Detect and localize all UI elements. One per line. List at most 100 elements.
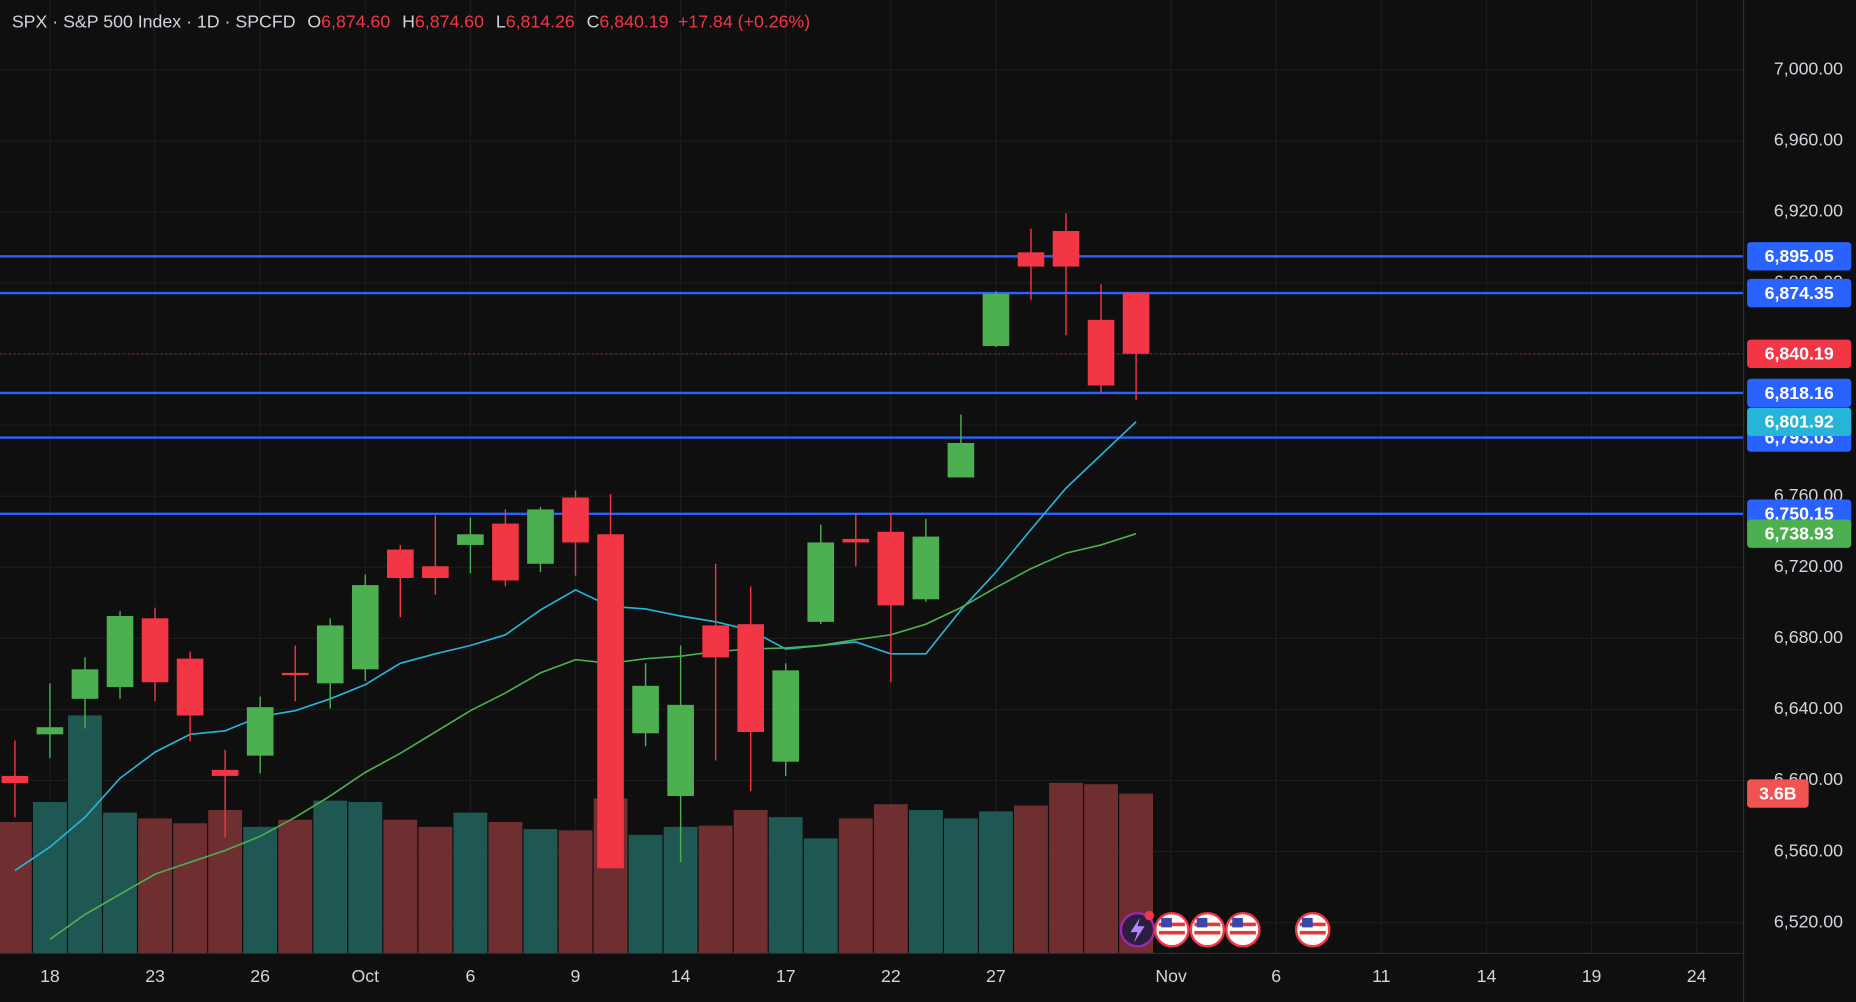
volume-tag-box [1747,779,1809,808]
volume-bar [103,812,137,954]
candle-body [1017,252,1045,267]
volume-bar [278,819,313,954]
hline-price-tag: 6,750.15 [1765,504,1834,524]
flag-canton [1232,917,1243,928]
y-tick-label: 7,000.00 [1774,59,1843,79]
candle-body [387,549,414,578]
volume-bar [1049,782,1083,954]
volume-bar [0,821,32,954]
hline-price-tag-box [1747,242,1852,271]
y-tick-label: 6,520.00 [1774,911,1843,931]
y-tick-label: 6,680.00 [1774,627,1843,647]
volume-tag: 3.6B [1759,783,1797,803]
volume-bar [979,811,1013,954]
candle-body [176,658,204,716]
volume-bar [68,715,102,954]
candle-body [877,531,905,606]
candle-body [737,624,765,733]
volume-bar [1084,784,1118,954]
ohlc-value: 6,840.19 [599,11,668,31]
x-tick-label: Oct [351,966,379,986]
candle-body [947,442,975,478]
candle-body [632,685,659,734]
x-tick-label: 24 [1687,966,1707,986]
volume-bar [803,838,838,954]
candle-body [1,775,29,784]
x-tick-label: 17 [776,966,796,986]
flag-stripe [1158,930,1185,935]
candle-body [1052,231,1080,267]
moving-average-line [14,421,1137,872]
flag-canton [1196,917,1208,928]
candle-body [702,625,729,658]
y-tick-label: 6,720.00 [1774,556,1843,576]
ohlc-value: 6,874.60 [321,11,390,31]
candle-body [1122,292,1150,354]
candle-body [316,625,344,684]
x-tick-label: 22 [881,966,901,986]
x-tick-label: 6 [1271,966,1281,986]
volume-bar [313,800,348,954]
candle-body [457,534,484,545]
candles [1,213,1150,869]
volume-bar [418,826,453,954]
candle-body [71,669,99,699]
volume-bar [33,801,67,954]
volume-bar [733,809,768,954]
candle-body [211,769,239,776]
candle-body [492,523,519,581]
ohlc-key: H [402,11,415,31]
candle-body [562,497,589,543]
flag-canton [1302,917,1313,928]
x-tick-label: 6 [465,966,475,986]
event-icons [1119,910,1331,948]
x-tick-label: 27 [986,966,1006,986]
candle-body [36,727,64,735]
x-tick-label: 11 [1372,966,1390,986]
y-tick-label: 6,960.00 [1774,130,1843,150]
candle-body [912,536,940,600]
x-tick-label: 26 [250,966,270,986]
volume-bar [523,829,558,954]
hline-price-tag-box [1747,378,1852,408]
x-tick-label: 9 [571,966,581,986]
volume-bar [838,818,873,954]
ohlc-key: O [307,11,321,31]
candle-body [982,293,1010,346]
hline-price-tag: 6,874.35 [1765,283,1834,303]
price-tags: 6,895.056,874.356,818.166,793.036,750.15… [1747,242,1852,808]
volume-bar [173,823,208,954]
candle-body [106,616,134,688]
ma-price-tag: 6,801.92 [1765,412,1834,432]
event-dot [1144,910,1155,921]
y-tick-label: 6,640.00 [1774,698,1843,718]
x-tick-label: Nov [1155,966,1187,986]
ma-price-tag-box [1747,519,1852,548]
legend-header: SPX · S&P 500 Index · 1D · SPCFD O6,874.6… [12,11,810,31]
candle-body [667,704,694,796]
candle-body [842,538,870,543]
ohlc-key: L [496,11,506,31]
moving-average-line [49,532,1137,941]
volume-pane [0,715,1154,954]
volume-bar [873,804,908,954]
volume-bar [138,818,172,954]
hline-price-tag: 6,895.05 [1765,246,1834,266]
x-tick-label: 19 [1582,966,1602,986]
flag-canton [1161,917,1172,928]
candle-body [422,566,449,578]
candle-body [351,585,379,670]
plot-lines [0,255,1744,941]
hline-price-tag: 6,818.16 [1765,383,1834,403]
x-tick-label: 14 [671,966,691,986]
volume-bar [908,809,943,954]
x-tick-label: 23 [145,966,165,986]
change: +17.84 (+0.26%) [678,11,810,31]
volume-bar [348,801,383,954]
lightning-icon [1130,917,1145,943]
volume-bar [698,825,733,954]
volume-bar [943,818,978,954]
candle-body [527,509,554,564]
ohlc-key: C [587,11,600,31]
